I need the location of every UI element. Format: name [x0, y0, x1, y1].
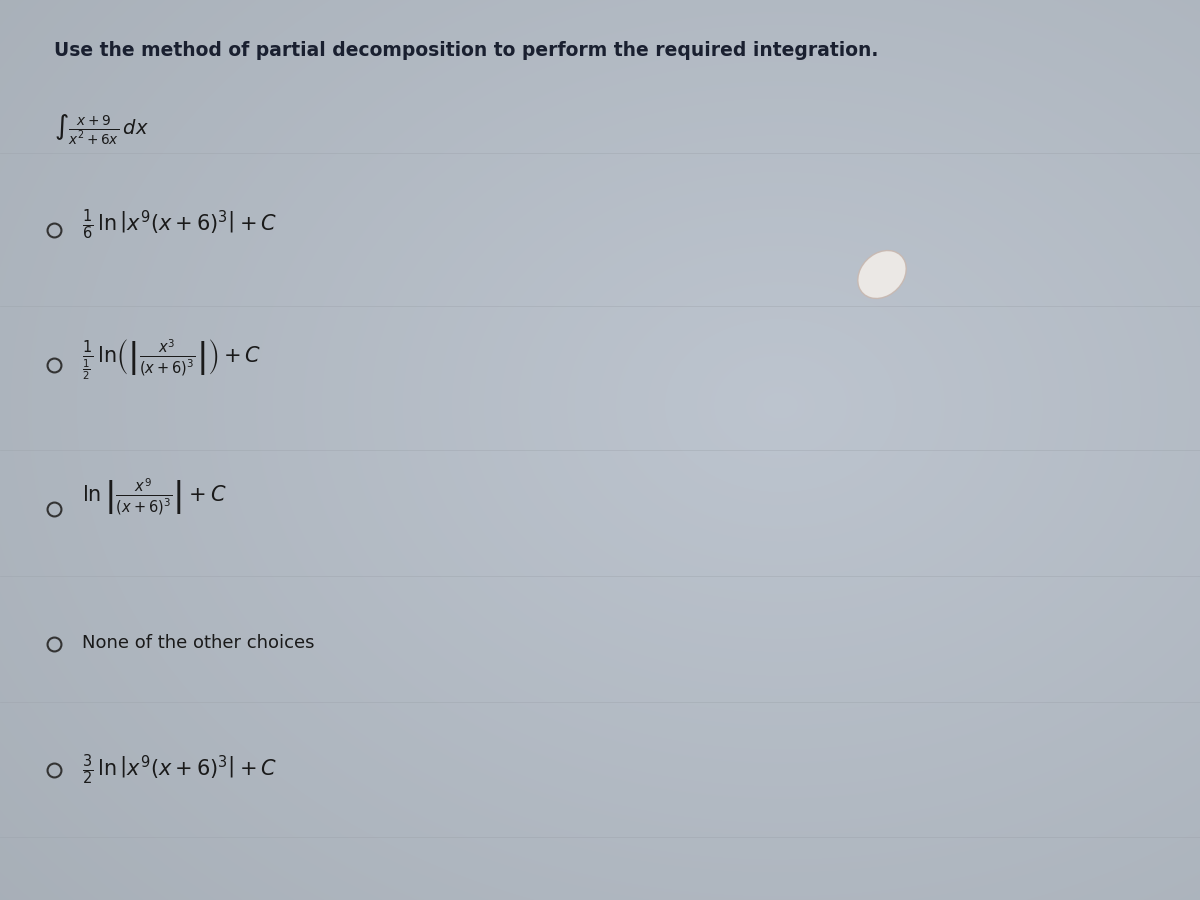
Text: $\frac{3}{2}\,\ln\left|x^9(x+6)^3\right| + C$: $\frac{3}{2}\,\ln\left|x^9(x+6)^3\right|… [82, 752, 277, 787]
Text: $\frac{1}{6}\,\ln\left|x^9(x+6)^3\right| + C$: $\frac{1}{6}\,\ln\left|x^9(x+6)^3\right|… [82, 208, 277, 242]
Ellipse shape [858, 250, 906, 299]
Text: $\ln\left|\frac{x^9}{(x+6)^3}\right| + C$: $\ln\left|\frac{x^9}{(x+6)^3}\right| + C… [82, 477, 226, 518]
Text: $\int \frac{x+9}{x^2+6x}\,dx$: $\int \frac{x+9}{x^2+6x}\,dx$ [54, 112, 149, 147]
Text: Use the method of partial decomposition to perform the required integration.: Use the method of partial decomposition … [54, 40, 878, 59]
Text: None of the other choices: None of the other choices [82, 634, 314, 652]
Text: $\frac{1}{\frac{1}{2}}\,\ln\!\left(\left|\frac{x^3}{(x+6)^3}\right|\right) + C$: $\frac{1}{\frac{1}{2}}\,\ln\!\left(\left… [82, 338, 262, 382]
